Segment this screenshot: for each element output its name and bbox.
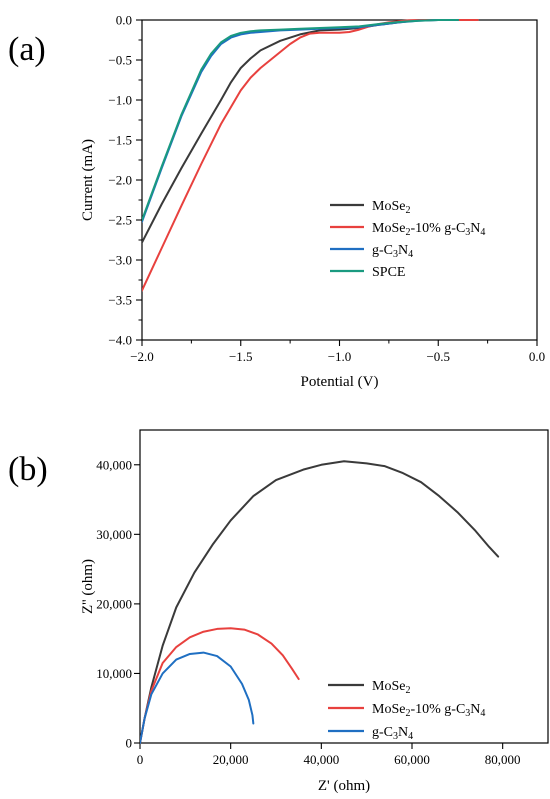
chart-b-legend-text-part: 4: [408, 731, 413, 742]
chart-a-legend-text-part: 3: [393, 249, 398, 260]
chart-a-legend-text-part: 2: [405, 227, 410, 238]
chart-b-panel-label: (b): [8, 451, 48, 488]
chart-a-panel-label: (a): [8, 31, 46, 68]
chart-a: (a) −2.0 −1.5 −1.0 −0.5 0.0 0.0 −0.5 −1.0 −1.5 −2.…: [8, 13, 545, 391]
chart-a-x-tick-label: −1.0: [328, 349, 352, 364]
chart-a-x-tick-label: −2.0: [130, 349, 154, 364]
chart-a-legend-text-part: N: [470, 221, 480, 236]
chart-b-legend-text-part: MoSe: [372, 679, 405, 694]
chart-b-legend-text-part: -10% g-C: [410, 702, 465, 717]
chart-a-series-line-2: [142, 19, 459, 223]
chart-b-y-tick-label: 40,000: [96, 457, 132, 472]
chart-b-series-line-2: [140, 651, 255, 744]
chart-a-legend-label-1: MoSe2-10% g-C3N4: [372, 221, 485, 238]
chart-b-legend-text-part: N: [398, 725, 408, 740]
chart-b-legend-text-part: 3: [393, 731, 398, 742]
chart-a-legend-label-2: g-C3N4: [372, 243, 413, 260]
chart-a-legend-text-part: -10% g-C: [410, 221, 465, 236]
chart-a-y-tick-label: −3.0: [108, 253, 132, 268]
chart-b-x-tick-label: 20,000: [213, 752, 249, 767]
chart-a-legend-text-part: SPCE: [372, 265, 405, 280]
chart-a-y-tick-label: −3.5: [108, 293, 132, 308]
chart-b-legend-text-part: 3: [465, 708, 470, 719]
chart-b: (b) 0 20,000 40,000 60,000 80,000 0 10,000 20,00…: [8, 429, 549, 794]
chart-b-legend-text-part: 2: [405, 708, 410, 719]
chart-a-legend-text-part: MoSe: [372, 199, 405, 214]
chart-a-y-tick-label: −1.5: [108, 133, 132, 148]
chart-a-legend-text-part: g-C: [372, 243, 393, 258]
chart-b-legend-text-part: N: [470, 702, 480, 717]
chart-a-x-tick-label: 0.0: [529, 349, 545, 364]
chart-a-y-tick-label: −2.0: [108, 173, 132, 188]
chart-a-legend-text-part: N: [398, 243, 408, 258]
chart-a-series-line-0: [142, 19, 479, 244]
chart-b-plot-frame: [139, 429, 549, 744]
chart-b-x-tick-label: 0: [137, 752, 144, 767]
chart-a-series-line-1: [142, 19, 479, 292]
chart-a-series-line-3: [142, 19, 459, 221]
chart-a-legend-text-part: 3: [465, 227, 470, 238]
chart-a-legend-label-0: MoSe2: [372, 199, 410, 216]
chart-a-legend-text-part: 4: [408, 249, 413, 260]
chart-a-x-tick-label: −0.5: [426, 349, 450, 364]
chart-a-legend-label-3: SPCE: [372, 265, 405, 280]
chart-a-legend-text-part: 2: [405, 205, 410, 216]
chart-b-y-axis-title: Z'' (ohm): [80, 559, 96, 614]
chart-a-y-tick-label: 0.0: [116, 13, 132, 28]
chart-b-y-tick-label: 20,000: [96, 596, 132, 611]
chart-b-series-line-0: [140, 460, 500, 744]
chart-b-legend-text-part: 4: [480, 708, 485, 719]
chart-b-legend-label-0: MoSe2: [372, 679, 410, 696]
chart-b-series-group: [140, 460, 500, 744]
chart-b-y-tick-label: 30,000: [96, 527, 132, 542]
chart-b-legend-text-part: MoSe: [372, 702, 405, 717]
chart-a-series-group: [142, 19, 479, 292]
chart-b-x-tick-label: 40,000: [303, 752, 339, 767]
chart-b-legend-text-part: g-C: [372, 725, 393, 740]
chart-a-legend-text-part: 4: [480, 227, 485, 238]
chart-b-x-tick-label: 80,000: [485, 752, 521, 767]
chart-b-legend-label-2: g-C3N4: [372, 725, 413, 742]
chart-b-x-tick-label: 60,000: [394, 752, 430, 767]
chart-a-legend-text-part: MoSe: [372, 221, 405, 236]
chart-a-y-tick-label: −1.0: [108, 93, 132, 108]
chart-a-x-tick-label: −1.5: [229, 349, 253, 364]
chart-b-series-line-1: [140, 627, 300, 744]
chart-b-x-axis-title: Z' (ohm): [318, 778, 370, 794]
chart-a-y-tick-label: −0.5: [108, 53, 132, 68]
chart-b-legend-text-part: 2: [405, 685, 410, 696]
chart-b-y-tick-label: 10,000: [96, 666, 132, 681]
chart-a-y-axis-title: Current (mA): [80, 139, 96, 221]
chart-b-y-tick-label: 0: [126, 736, 133, 751]
chart-a-x-axis-title: Potential (V): [301, 374, 379, 390]
chart-a-y-tick-label: −2.5: [108, 213, 132, 228]
chart-a-y-tick-label: −4.0: [108, 333, 132, 348]
chart-b-legend-label-1: MoSe2-10% g-C3N4: [372, 702, 485, 719]
